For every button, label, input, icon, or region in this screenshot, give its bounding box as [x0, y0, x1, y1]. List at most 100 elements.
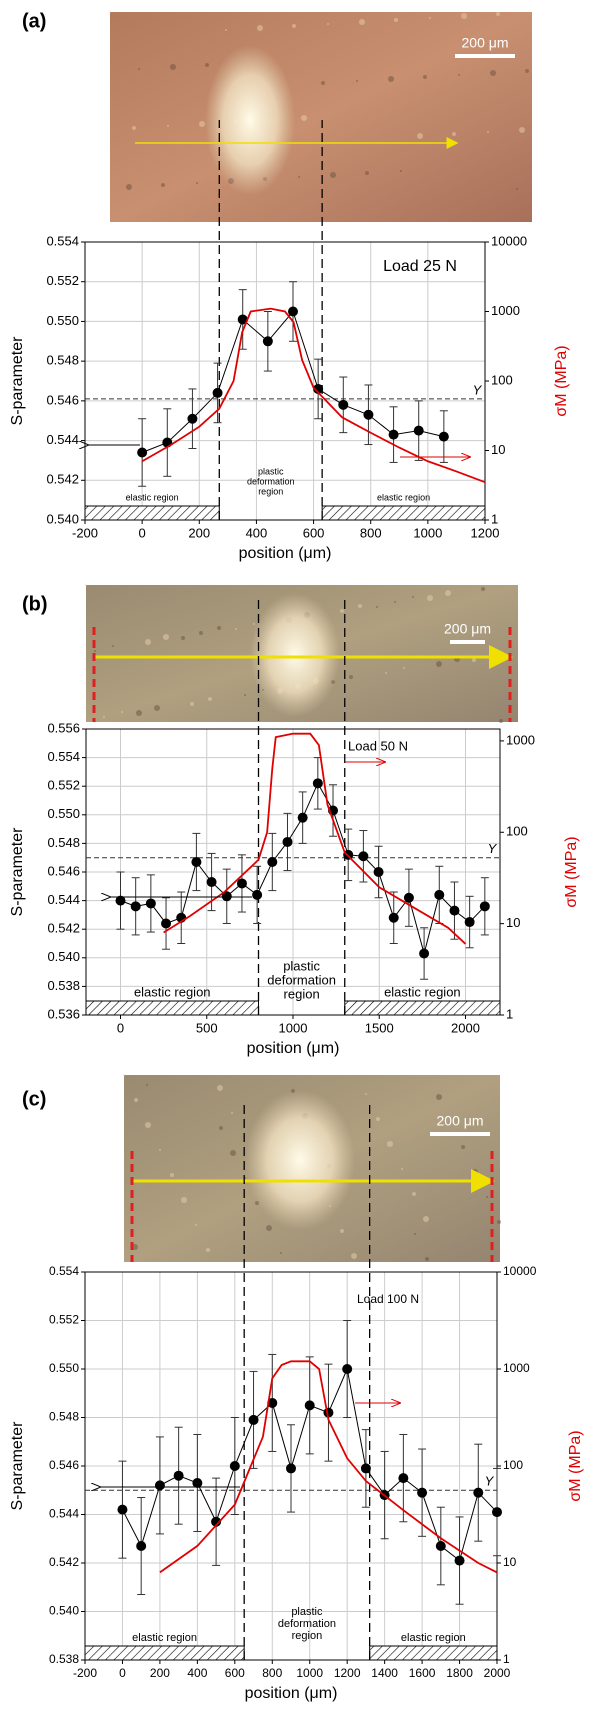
micrograph-speck	[301, 115, 307, 121]
x-tick-label: 800	[262, 1666, 282, 1680]
micrograph-speck	[161, 183, 165, 187]
micrograph-speck	[365, 171, 369, 175]
micrograph-speck	[412, 1192, 416, 1196]
x-tick-label: 200	[150, 1666, 170, 1680]
micrograph-speck	[146, 1084, 148, 1086]
micrograph-speck	[217, 626, 221, 630]
data-point	[192, 1477, 203, 1488]
micrograph-speck	[253, 623, 255, 625]
x-tick-label: 0	[117, 1020, 124, 1035]
micrograph-speck	[219, 1126, 223, 1130]
y-tick-label: 0.550	[49, 1361, 79, 1375]
micrograph-speck	[327, 23, 329, 25]
micrograph-speck	[138, 68, 140, 70]
micrograph-speck	[376, 1117, 380, 1121]
y-tick-label: 0.552	[47, 778, 80, 793]
panel-label: (c)	[22, 1088, 46, 1110]
scale-bar-label: 200 μm	[437, 1113, 484, 1129]
plot-frame	[85, 728, 501, 1016]
micrograph-speck	[266, 1225, 272, 1231]
micrograph-speck	[423, 75, 427, 79]
micrograph-speck	[112, 645, 114, 647]
micrograph-speck	[225, 29, 227, 31]
micrograph-speck	[401, 1168, 403, 1170]
micrograph-speck	[170, 64, 176, 70]
micrograph-speck	[417, 133, 423, 139]
elastic-bar	[369, 1645, 498, 1661]
data-point	[388, 429, 399, 440]
data-point	[338, 399, 349, 410]
data-point	[229, 1461, 240, 1471]
data-point	[248, 1414, 259, 1425]
y2-tick-label: 1000	[491, 303, 520, 318]
x-tick-label: 1200	[334, 1666, 361, 1680]
y2-tick-label: 100	[491, 372, 513, 387]
micrograph-speck	[85, 584, 87, 586]
micrograph-speck	[136, 710, 142, 716]
micrograph-speck	[103, 716, 105, 718]
y-axis-label: S-parameter	[9, 827, 26, 917]
y-tick-label: 0.544	[47, 892, 80, 907]
region-label: plastic	[283, 958, 320, 973]
y2-axis-label: σM (MPa)	[567, 1430, 584, 1501]
micrograph	[110, 12, 532, 222]
micrograph-speck	[490, 70, 496, 76]
y-tick-label: 0.554	[49, 1264, 79, 1278]
y-tick-label: 0.546	[47, 863, 80, 878]
elastic-bar	[321, 505, 486, 521]
micrograph-speck	[423, 1216, 429, 1222]
micrograph-speck	[217, 1085, 223, 1091]
y2-tick-label: 10	[491, 442, 505, 457]
data-point	[363, 409, 374, 420]
data-point	[297, 812, 308, 823]
y-tick-label: 0.554	[46, 233, 79, 248]
data-point	[115, 895, 126, 906]
micrograph-speck	[394, 601, 396, 603]
panel-label: (a)	[22, 10, 46, 32]
panel-label: (b)	[22, 593, 48, 615]
indent-spot	[205, 45, 295, 195]
y2-tick-label: 100	[503, 1458, 523, 1472]
region-label: elastic region	[401, 1632, 466, 1644]
micrograph-speck	[436, 1094, 442, 1100]
data-point	[145, 898, 156, 909]
x-tick-label: 2000	[484, 1666, 511, 1680]
plot-frame	[84, 1271, 498, 1661]
data-point	[342, 1364, 353, 1374]
micrograph-speck	[340, 609, 344, 613]
micrograph-speck	[461, 13, 467, 19]
data-point	[313, 383, 324, 394]
yield-label: Y	[485, 1474, 495, 1489]
micrograph-speck	[195, 1224, 197, 1226]
x-tick-label: 1400	[371, 1666, 398, 1680]
y-axis-label: S-parameter	[9, 336, 26, 426]
region-label: deformation	[278, 1618, 336, 1630]
micrograph-speck	[235, 628, 237, 630]
micrograph-speck	[134, 1098, 138, 1102]
data-point	[479, 901, 490, 912]
data-point	[288, 306, 298, 317]
elastic-bar	[344, 1000, 501, 1016]
x-tick-label: 600	[303, 525, 325, 540]
data-point	[236, 878, 247, 889]
load-label: Load 50 N	[348, 738, 408, 753]
y2-tick-label: 10000	[503, 1264, 537, 1278]
micrograph-speck	[199, 121, 205, 127]
micrograph-speck	[499, 719, 503, 723]
data-point	[237, 314, 248, 325]
micrograph-speck	[94, 650, 96, 652]
data-point	[388, 912, 399, 923]
data-point	[117, 1504, 128, 1515]
micrograph-speck	[292, 24, 296, 28]
data-point	[191, 856, 202, 867]
micrograph-speck	[412, 596, 414, 598]
micrograph-speck	[280, 1252, 282, 1254]
elastic-bar	[85, 1000, 259, 1016]
x-axis-label: position (μm)	[247, 1040, 340, 1057]
data-point	[154, 1480, 165, 1491]
data-point	[438, 431, 449, 442]
region-label: plastic	[258, 466, 284, 476]
micrograph-speck	[298, 176, 300, 178]
micrograph-speck	[429, 17, 431, 19]
